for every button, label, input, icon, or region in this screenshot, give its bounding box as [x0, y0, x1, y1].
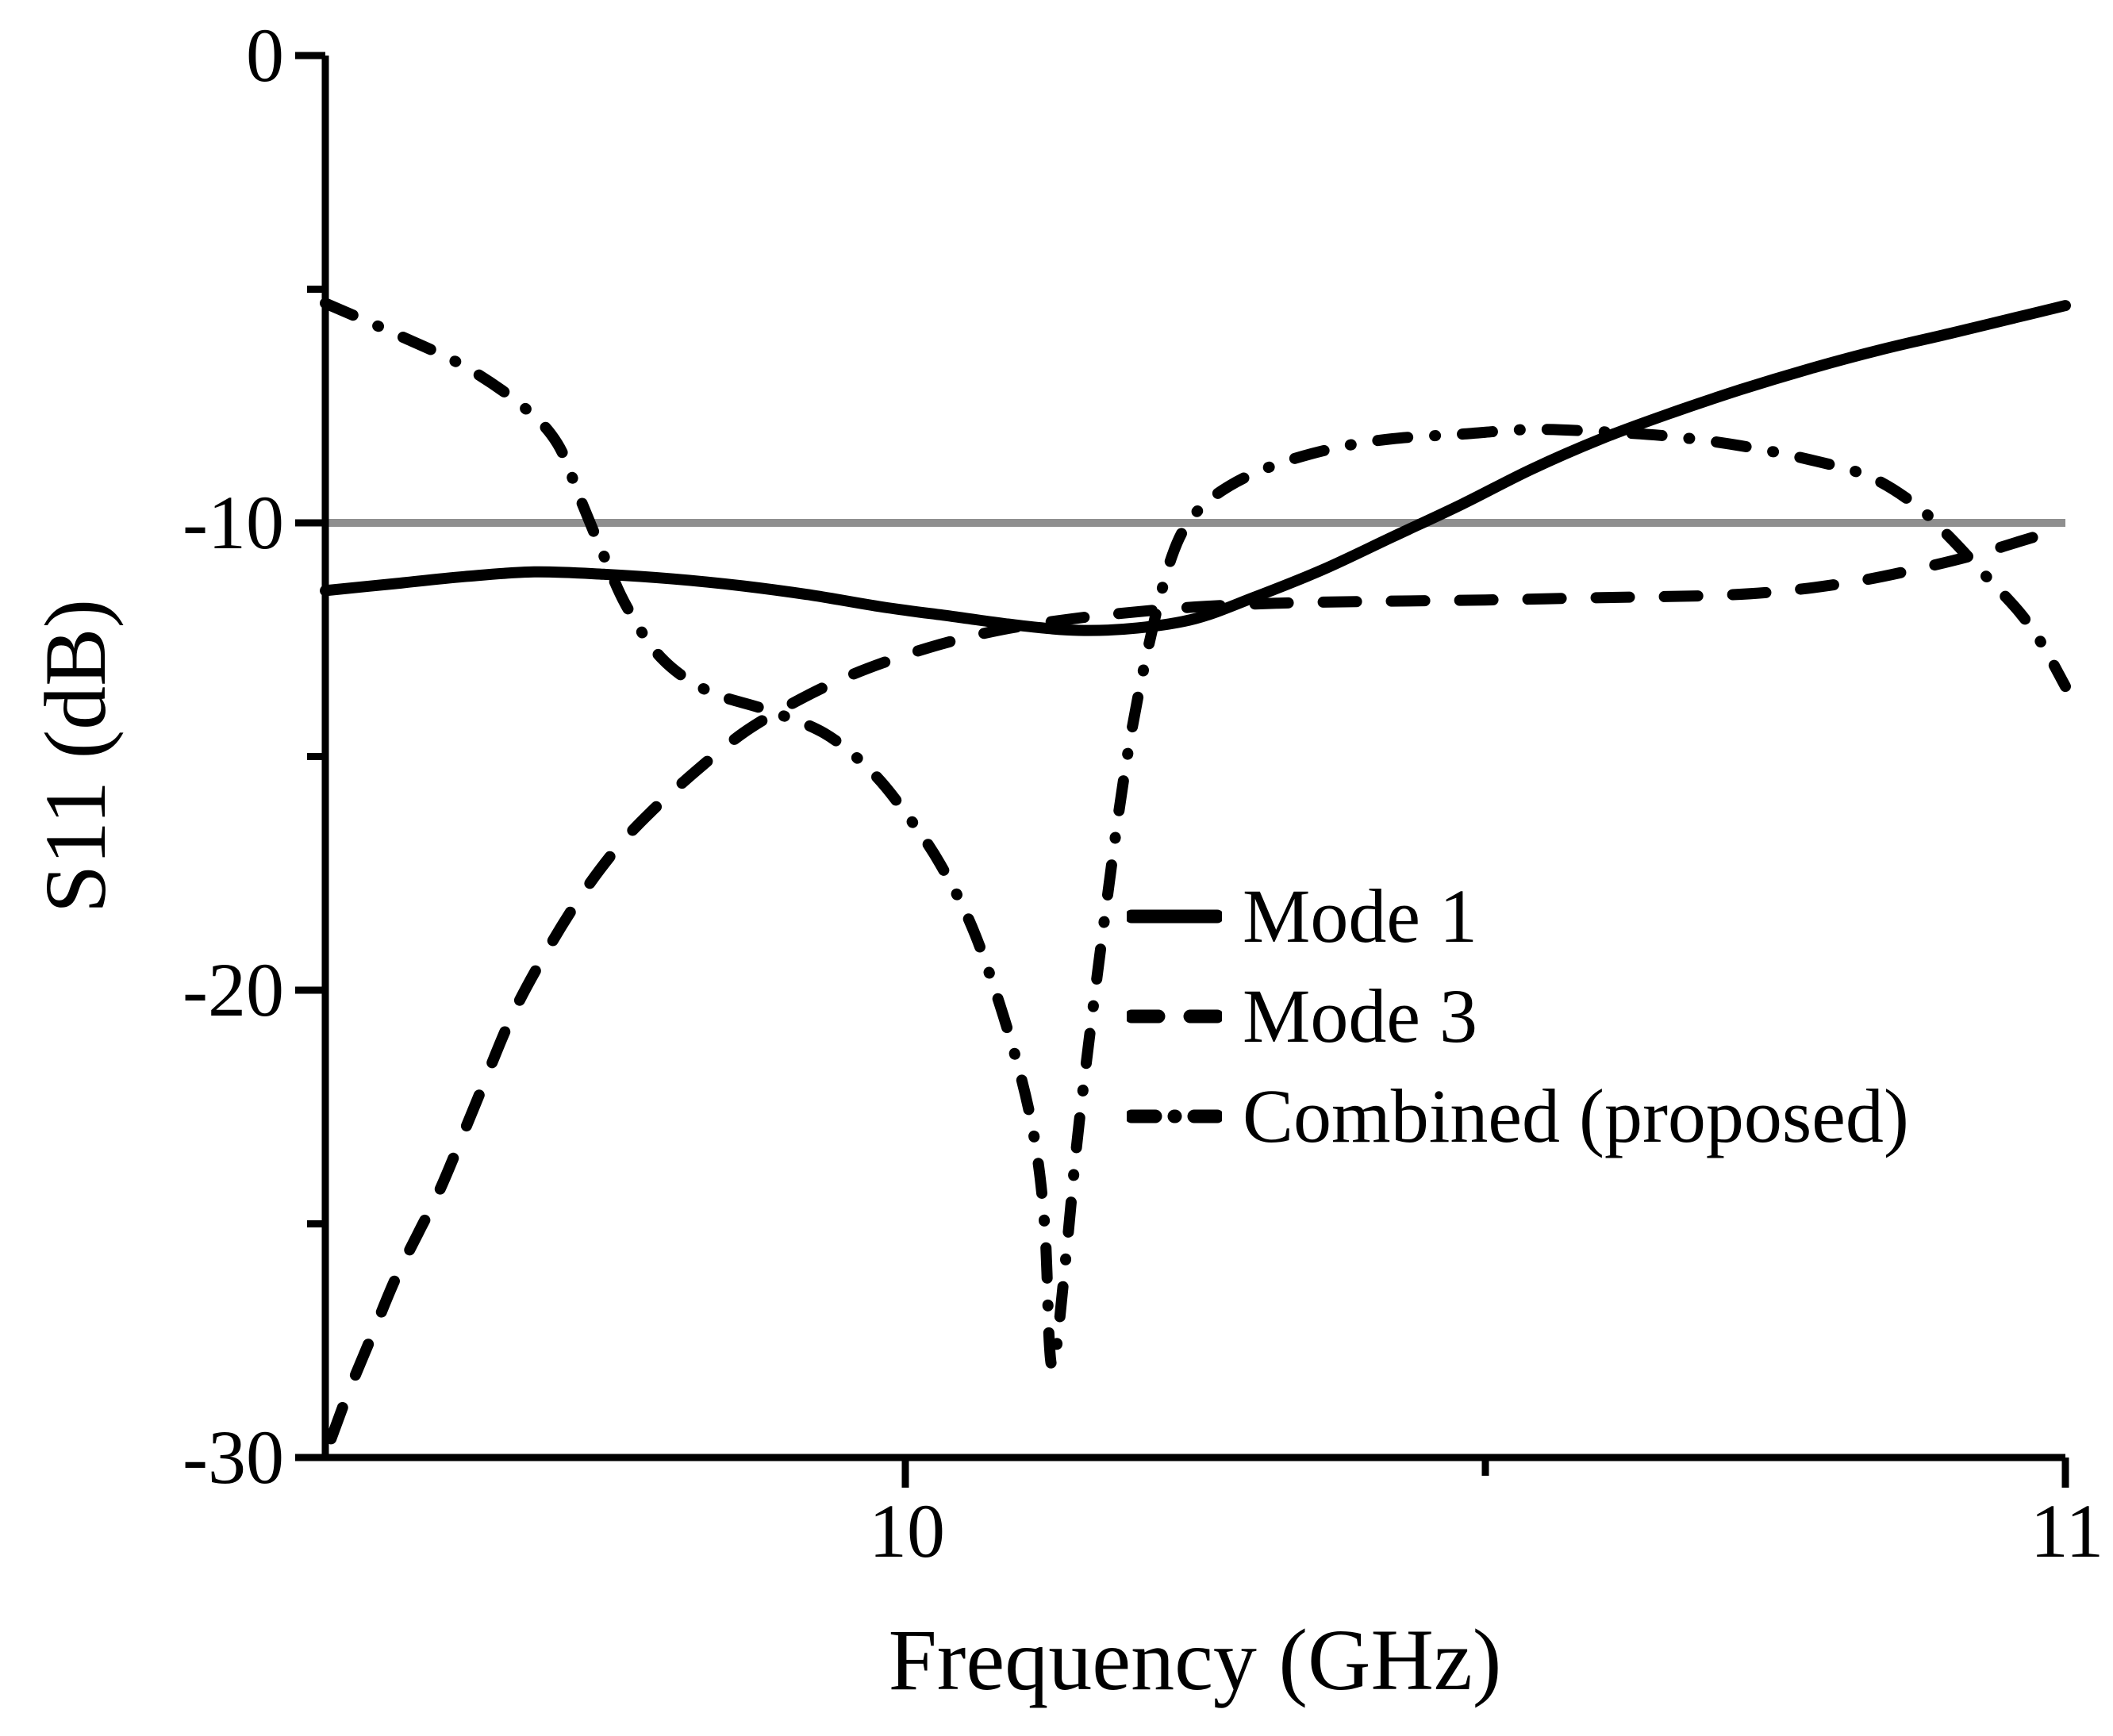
- y-tick-label-0: 0: [246, 13, 284, 98]
- legend-item-mode-1: Mode 1: [1127, 866, 1909, 966]
- y-axis-label: S11 (dB): [27, 598, 124, 914]
- x-axis-label: Frequency (GHz): [888, 1611, 1502, 1708]
- x-tick-label-10: 10: [869, 1488, 945, 1573]
- series-curve-mode-3: [325, 521, 2071, 1445]
- series-curve-combined-proposed: [320, 298, 2071, 1373]
- legend-item-combined: Combined (proposed): [1127, 1066, 1909, 1166]
- chart-layer: [295, 52, 2071, 1488]
- mode-1-solid-line-swatch: [1127, 909, 1222, 924]
- y-tick-label-20: -20: [182, 947, 284, 1032]
- legend-item-mode-3: Mode 3: [1127, 966, 1909, 1066]
- legend-label-mode-3: Mode 3: [1243, 974, 1477, 1058]
- legend-label-combined: Combined (proposed): [1243, 1073, 1909, 1158]
- y-tick-label-30: -30: [182, 1415, 284, 1500]
- series-curve-mode-1: [320, 300, 2071, 636]
- mode-3-dashed-line-swatch: [1127, 1009, 1222, 1024]
- x-tick-label-11: 11: [2030, 1488, 2104, 1573]
- legend: Mode 1 Mode 3 Combined (proposed): [1127, 866, 1909, 1166]
- legend-label-mode-1: Mode 1: [1243, 874, 1477, 958]
- y-tick-label-10: -10: [182, 480, 284, 565]
- combined-dashdot-line-swatch: [1127, 1109, 1222, 1123]
